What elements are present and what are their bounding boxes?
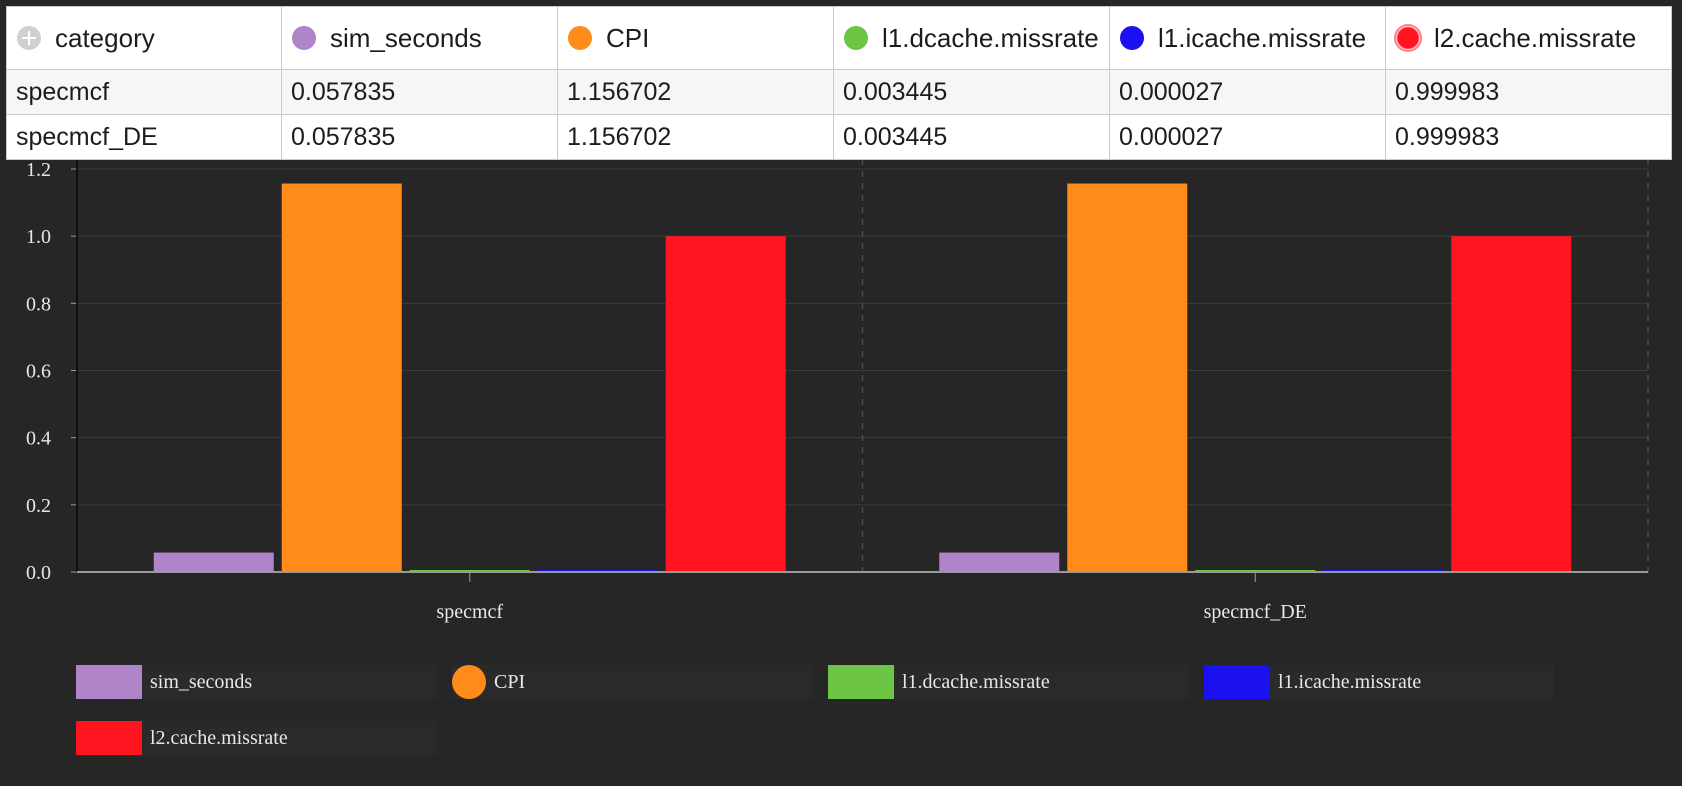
table-row[interactable]: specmcf 0.057835 1.156702 0.003445 0.000… — [6, 69, 1672, 115]
legend-swatch — [76, 721, 142, 755]
table-header-row: category sim_seconds CPI l1.dcache.missr… — [6, 6, 1672, 70]
table-cell[interactable]: 0.999983 — [1385, 114, 1672, 160]
column-header-l1-dcache-missrate[interactable]: l1.dcache.missrate — [833, 6, 1110, 70]
table-cell[interactable]: 1.156702 — [557, 69, 834, 115]
add-column-icon[interactable] — [17, 26, 41, 50]
column-header-label: l1.icache.missrate — [1158, 22, 1367, 53]
column-header-l1-icache-missrate[interactable]: l1.icache.missrate — [1109, 6, 1386, 70]
x-tick-label: specmcf_DE — [1204, 601, 1307, 623]
legend-item-l2-cache-missrate[interactable]: l2.cache.missrate — [76, 721, 436, 755]
legend-swatch — [828, 665, 894, 699]
table-cell[interactable]: 0.003445 — [833, 69, 1110, 115]
column-header-l2-cache-missrate[interactable]: l2.cache.missrate — [1385, 6, 1672, 70]
legend-swatch — [76, 665, 142, 699]
bar — [939, 552, 1060, 572]
legend-label: l1.dcache.missrate — [902, 670, 1050, 693]
series-color-dot — [568, 26, 592, 50]
column-header-category[interactable]: category — [6, 6, 282, 70]
y-tick-label: 0.8 — [26, 293, 51, 315]
column-header-label: l2.cache.missrate — [1434, 22, 1637, 53]
column-header-label: sim_seconds — [330, 22, 482, 53]
table-cell[interactable]: 0.000027 — [1109, 114, 1386, 160]
bar — [281, 183, 402, 573]
table-cell[interactable]: 0.999983 — [1385, 69, 1672, 115]
legend-label: sim_seconds — [150, 670, 253, 693]
series-color-dot — [844, 26, 868, 50]
data-table: category sim_seconds CPI l1.dcache.missr… — [6, 6, 1672, 160]
series-color-dot — [292, 26, 316, 50]
y-tick-label: 1.0 — [26, 226, 51, 248]
legend-swatch — [1204, 665, 1270, 699]
bar — [1451, 236, 1572, 573]
column-header-cpi[interactable]: CPI — [557, 6, 834, 70]
table-row[interactable]: specmcf_DE 0.057835 1.156702 0.003445 0.… — [6, 114, 1672, 160]
y-tick-label: 0.0 — [26, 562, 51, 584]
column-header-label: category — [55, 22, 155, 53]
series-color-dot — [1396, 26, 1420, 50]
data-table-panel: category sim_seconds CPI l1.dcache.missr… — [6, 6, 1672, 160]
bar — [153, 552, 274, 572]
table-cell[interactable]: 0.057835 — [281, 69, 558, 115]
column-header-label: CPI — [606, 22, 650, 53]
table-cell[interactable]: specmcf — [6, 69, 282, 115]
legend-swatch — [452, 665, 486, 699]
bar — [1067, 183, 1188, 573]
series-color-dot — [1120, 26, 1144, 50]
table-cell[interactable]: specmcf_DE — [6, 114, 282, 160]
legend-item-sim-seconds[interactable]: sim_seconds — [76, 665, 436, 699]
legend-label: l1.icache.missrate — [1278, 670, 1422, 693]
y-tick-label: 1.2 — [26, 159, 51, 181]
table-cell[interactable]: 0.003445 — [833, 114, 1110, 160]
y-tick-label: 0.2 — [26, 495, 51, 517]
x-tick-label: specmcf — [436, 601, 503, 623]
legend-item-cpi[interactable]: CPI — [452, 665, 812, 699]
legend-label: l2.cache.missrate — [150, 726, 288, 749]
table-cell[interactable]: 1.156702 — [557, 114, 834, 160]
legend-item-l1-dcache-missrate[interactable]: l1.dcache.missrate — [828, 665, 1188, 699]
legend-item-l1-icache-missrate[interactable]: l1.icache.missrate — [1204, 665, 1554, 699]
y-tick-label: 0.6 — [26, 361, 51, 383]
bar — [665, 236, 786, 573]
column-header-label: l1.dcache.missrate — [882, 22, 1099, 53]
table-cell[interactable]: 0.000027 — [1109, 69, 1386, 115]
legend-label: CPI — [494, 670, 526, 693]
table-cell[interactable]: 0.057835 — [281, 114, 558, 160]
y-tick-label: 0.4 — [26, 428, 51, 450]
column-header-sim-seconds[interactable]: sim_seconds — [281, 6, 558, 70]
